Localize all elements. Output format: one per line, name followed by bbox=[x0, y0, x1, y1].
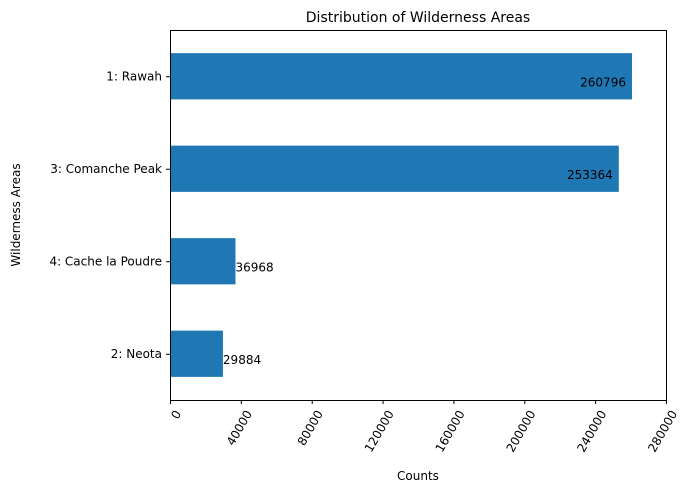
x-axis-label: Counts bbox=[397, 469, 439, 483]
x-tick-label: 40000 bbox=[224, 408, 255, 448]
x-tick-label: 280000 bbox=[645, 408, 680, 455]
y-tick-label: 1: Rawah bbox=[106, 69, 162, 83]
x-tick-label: 80000 bbox=[295, 408, 326, 448]
y-tick-label: 4: Cache la Poudre bbox=[49, 254, 162, 268]
y-tick-label: 2: Neota bbox=[111, 347, 162, 361]
bars-layer bbox=[170, 53, 632, 377]
axes-layer bbox=[170, 30, 667, 401]
bar bbox=[170, 330, 223, 377]
chart-title: Distribution of Wilderness Areas bbox=[306, 10, 530, 26]
data-labels-layer: 260796 253364 36968 29884 bbox=[223, 75, 626, 367]
bar-value-label: 253364 bbox=[567, 168, 613, 182]
bar-value-label: 260796 bbox=[580, 75, 626, 89]
y-tick-label: 3: Comanche Peak bbox=[50, 162, 162, 176]
bar bbox=[170, 53, 632, 100]
y-axis-ticks: 1: Rawah 3: Comanche Peak 4: Cache la Poud… bbox=[49, 69, 170, 361]
x-tick-label: 200000 bbox=[503, 408, 538, 455]
x-axis-ticks: 0 40000 80000 120000 160000 200000 240000 28000… bbox=[168, 400, 680, 455]
plot-frame bbox=[170, 30, 667, 401]
x-tick-label: 120000 bbox=[362, 408, 397, 455]
y-axis-label: Wilderness Areas bbox=[9, 163, 23, 266]
bar bbox=[170, 238, 236, 285]
x-tick-label: 0 bbox=[168, 408, 184, 422]
bar-value-label: 29884 bbox=[223, 353, 261, 367]
x-tick-label: 160000 bbox=[433, 408, 468, 455]
bar bbox=[170, 145, 619, 192]
x-tick-label: 240000 bbox=[574, 408, 609, 455]
bar-value-label: 36968 bbox=[235, 260, 273, 274]
